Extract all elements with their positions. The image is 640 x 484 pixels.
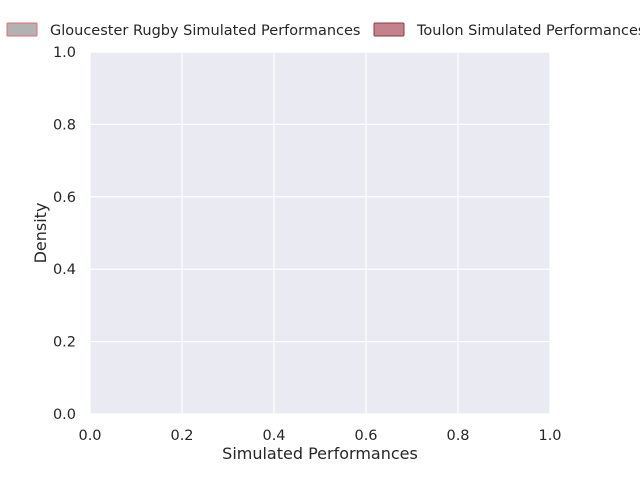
plot-area	[90, 52, 550, 414]
x-gridlines	[89, 52, 551, 414]
legend: Gloucester Rugby Simulated Performances …	[6, 22, 640, 39]
legend-label-gloucester: Gloucester Rugby Simulated Performances	[50, 23, 360, 39]
x-tick-label: 1.0	[538, 428, 561, 444]
y-tick-label: 0.6	[53, 190, 76, 206]
y-tick-label: 1.0	[53, 45, 76, 61]
y-tick-label: 0.4	[53, 262, 76, 278]
x-tick-label: 0.6	[354, 428, 377, 444]
y-gridlines	[90, 51, 550, 415]
y-axis-label: Density	[31, 203, 50, 264]
legend-swatch-gloucester	[6, 22, 38, 37]
legend-label-toulon: Toulon Simulated Performances	[416, 23, 640, 39]
y-tick-label: 0.8	[53, 117, 76, 133]
legend-swatch-toulon	[373, 22, 405, 37]
y-tick-label: 0.2	[53, 335, 76, 351]
y-tick-label: 0.0	[53, 407, 76, 423]
x-tick-label: 0.4	[262, 428, 285, 444]
x-tick-label: 0.2	[170, 428, 193, 444]
legend-item-toulon: Toulon Simulated Performances	[373, 22, 640, 39]
y-tick-labels: 0.0 0.2 0.4 0.6 0.8 1.0	[53, 45, 76, 423]
x-tick-label: 0.8	[446, 428, 469, 444]
x-tick-label: 0.0	[78, 428, 101, 444]
x-tick-labels: 0.0 0.2 0.4 0.6 0.8 1.0	[78, 428, 561, 444]
legend-item-gloucester: Gloucester Rugby Simulated Performances	[6, 22, 360, 39]
x-axis-label: Simulated Performances	[222, 444, 418, 463]
